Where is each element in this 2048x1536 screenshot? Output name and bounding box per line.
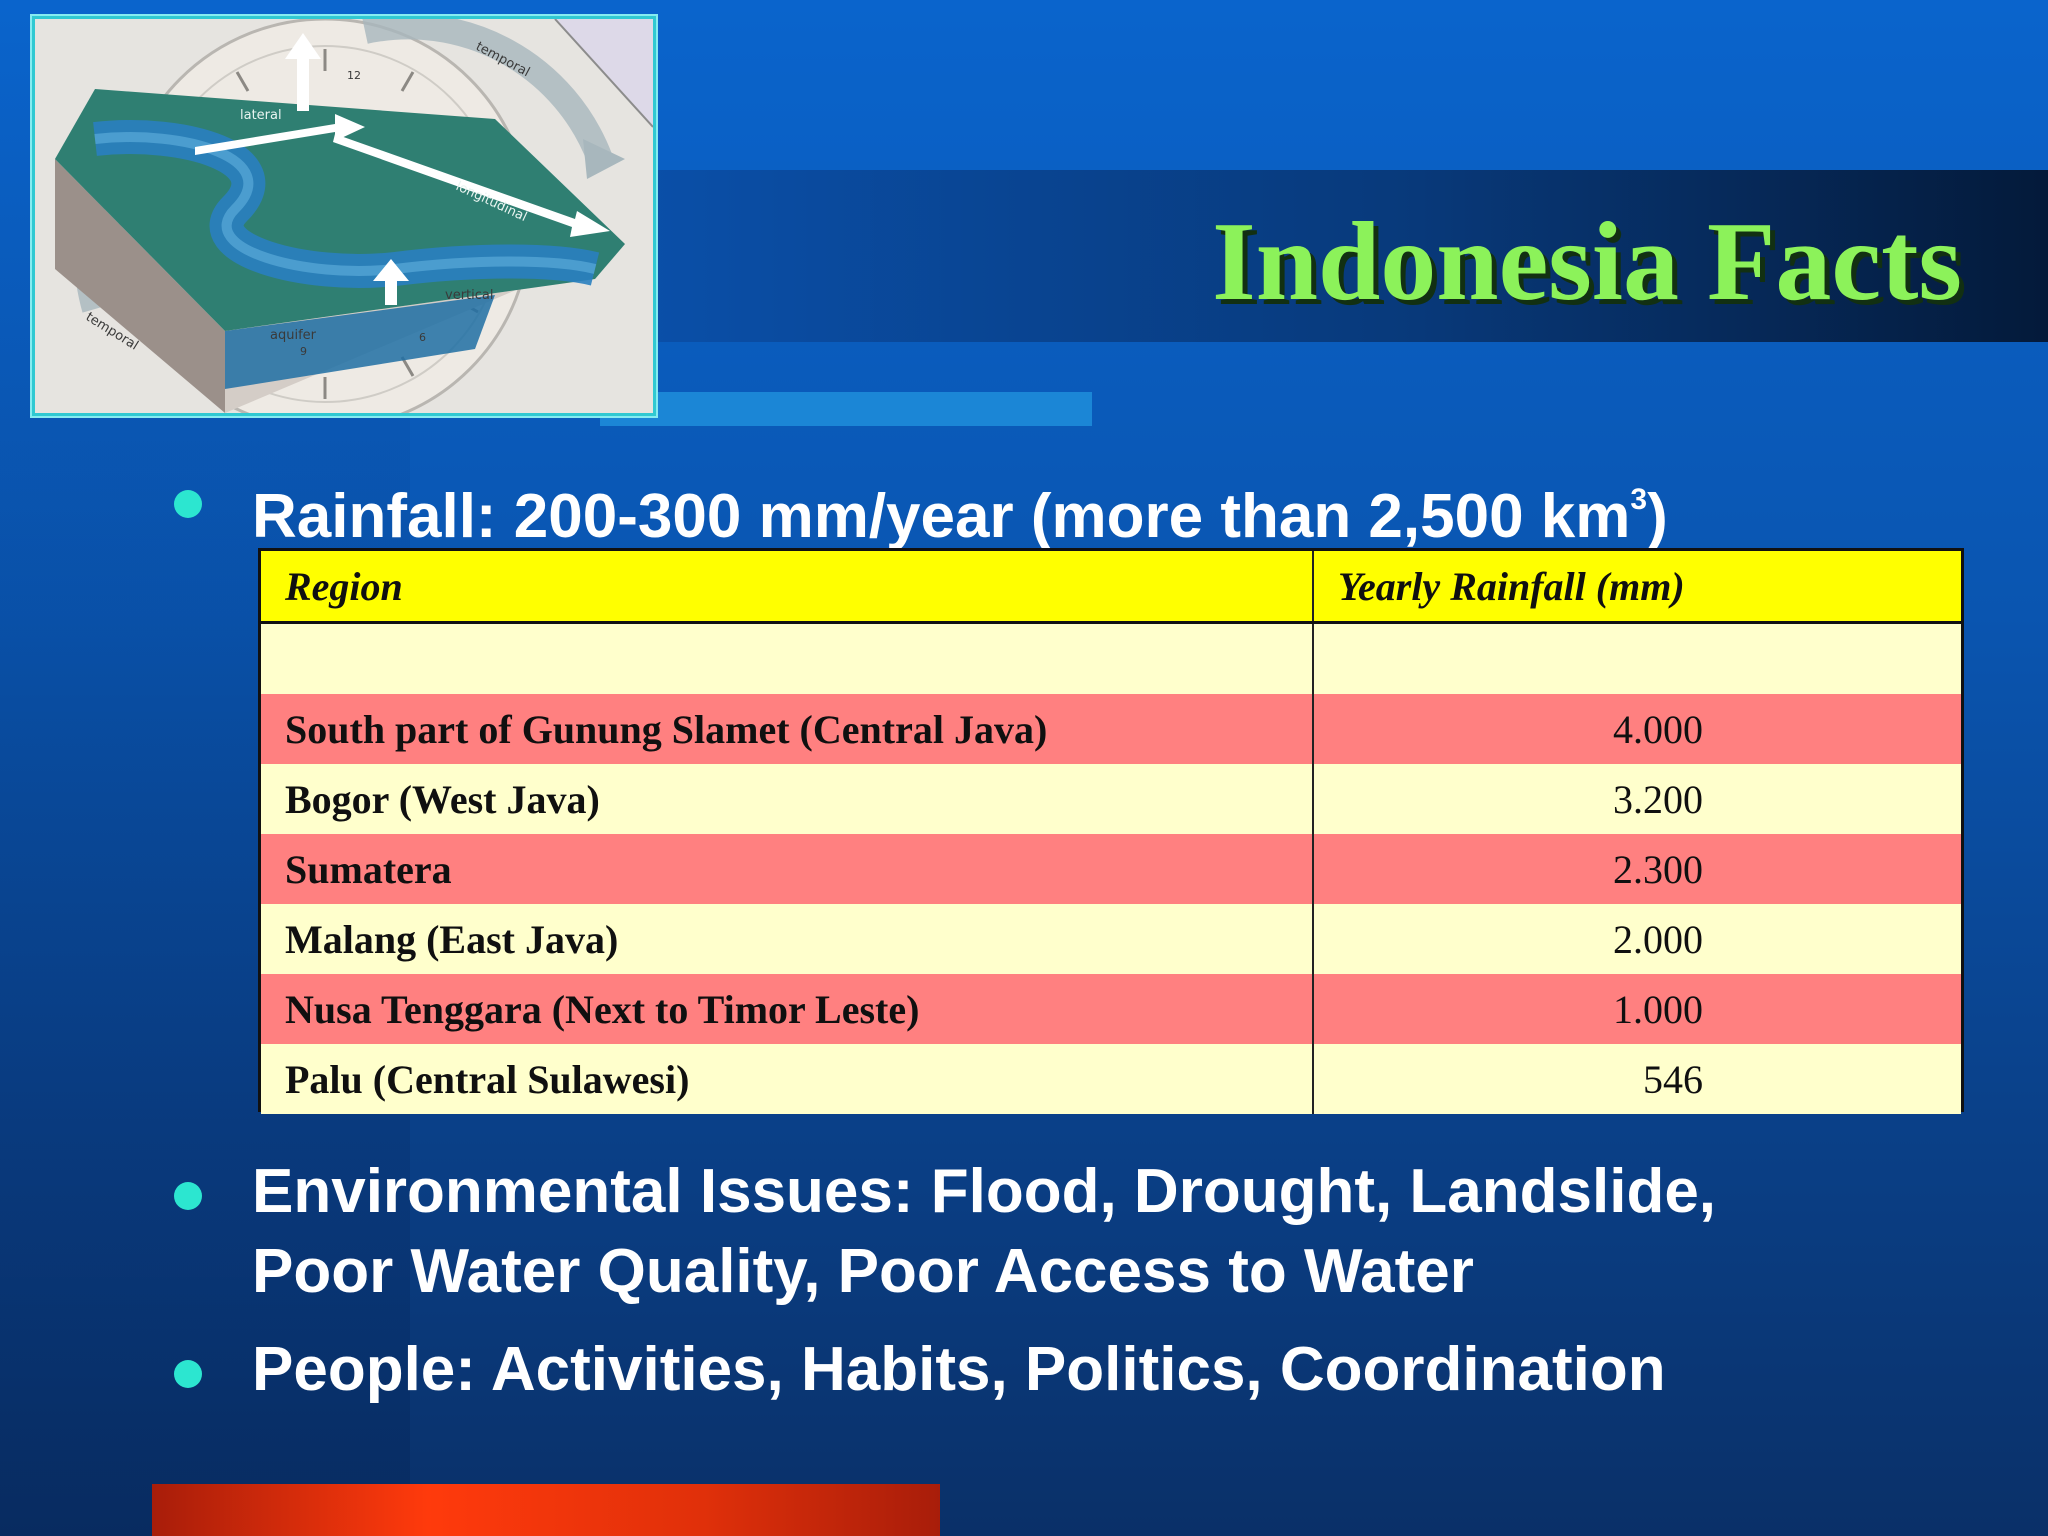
label-vertical: vertical bbox=[445, 288, 493, 303]
table-row: South part of Gunung Slamet (Central Jav… bbox=[261, 694, 1961, 764]
bottom-accent-bar bbox=[152, 1484, 940, 1536]
cell-rainfall: 2.000 bbox=[1312, 904, 1961, 974]
accent-bar bbox=[600, 392, 1092, 426]
label-lateral: lateral bbox=[240, 108, 282, 123]
river-dimensions-diagram: temporal lateral longitudinal vertical a… bbox=[32, 16, 656, 416]
table-row: Palu (Central Sulawesi) 546 bbox=[261, 1044, 1961, 1114]
bullet-environmental: Environmental Issues: Flood, Drought, La… bbox=[174, 1152, 1978, 1312]
clock-6: 6 bbox=[419, 331, 426, 344]
clock-9: 9 bbox=[300, 345, 307, 358]
cell-rainfall: 1.000 bbox=[1312, 974, 1961, 1044]
header-region: Region bbox=[261, 551, 1313, 624]
table-row: Nusa Tenggara (Next to Timor Leste) 1.00… bbox=[261, 974, 1961, 1044]
table-row: Malang (East Java) 2.000 bbox=[261, 904, 1961, 974]
rainfall-table: Region Yearly Rainfall (mm) South part o… bbox=[258, 548, 1964, 1114]
cell-region: Nusa Tenggara (Next to Timor Leste) bbox=[261, 974, 1313, 1044]
header-yearly-rainfall: Yearly Rainfall (mm) bbox=[1312, 551, 1961, 624]
bullet-environmental-line2: Poor Water Quality, Poor Access to Water bbox=[252, 1237, 1474, 1306]
bullet-rainfall: Rainfall: 200-300 mm/year (more than 2,5… bbox=[174, 460, 1978, 557]
bullet-dot-icon bbox=[174, 490, 202, 518]
cell-region: South part of Gunung Slamet (Central Jav… bbox=[261, 694, 1313, 764]
cell-region: Palu (Central Sulawesi) bbox=[261, 1044, 1313, 1114]
slide-title: Indonesia Facts bbox=[1212, 200, 1962, 324]
bullet-environmental-line1: Environmental Issues: Flood, Drought, La… bbox=[252, 1157, 1717, 1226]
bullet-people: People: Activities, Habits, Politics, Co… bbox=[174, 1330, 1978, 1410]
bullet-people-text: People: Activities, Habits, Politics, Co… bbox=[252, 1335, 1666, 1404]
cell-rainfall: 3.200 bbox=[1312, 764, 1961, 834]
bullet-rainfall-text: Rainfall: 200-300 mm/year (more than 2,5… bbox=[252, 482, 1668, 551]
table-row: Bogor (West Java) 3.200 bbox=[261, 764, 1961, 834]
bullet-dot-icon bbox=[174, 1182, 202, 1210]
table-row: Sumatera 2.300 bbox=[261, 834, 1961, 904]
cell-rainfall: 2.300 bbox=[1312, 834, 1961, 904]
clock-12: 12 bbox=[347, 69, 361, 82]
cell-region: Bogor (West Java) bbox=[261, 764, 1313, 834]
cell-rainfall: 546 bbox=[1312, 1044, 1961, 1114]
bullet-dot-icon bbox=[174, 1360, 202, 1388]
label-aquifer: aquifer bbox=[270, 328, 317, 343]
cell-region: Sumatera bbox=[261, 834, 1313, 904]
table-row-empty bbox=[261, 622, 1961, 694]
title-band bbox=[650, 170, 2048, 342]
cell-rainfall: 4.000 bbox=[1312, 694, 1961, 764]
cell-region: Malang (East Java) bbox=[261, 904, 1313, 974]
